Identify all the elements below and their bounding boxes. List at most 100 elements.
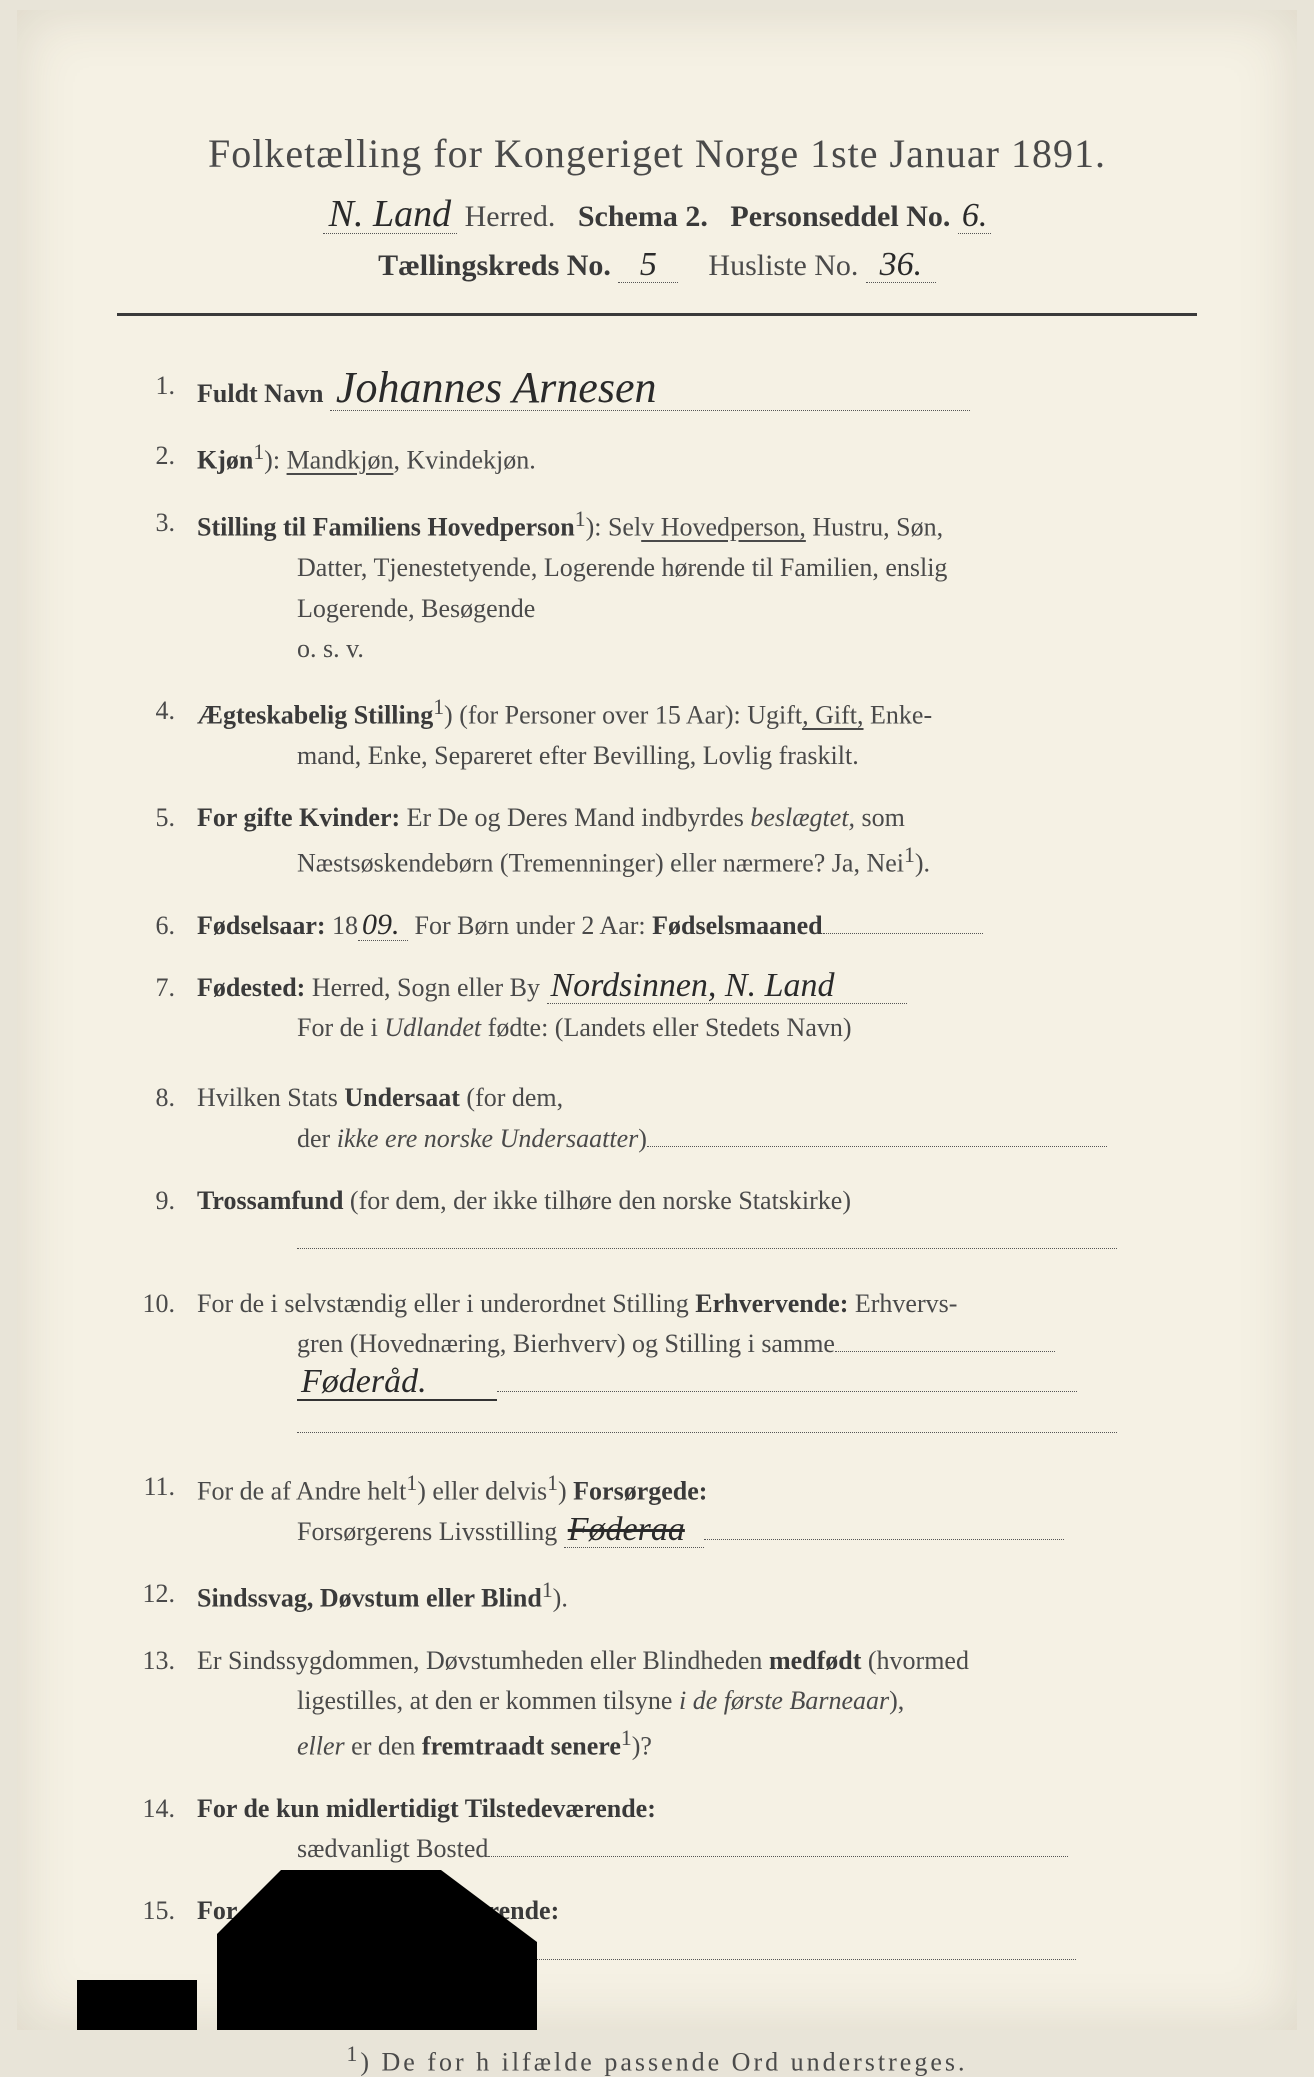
header-line-2: Tællingskreds No. 5 Husliste No. 36. (117, 248, 1197, 283)
underlined-option: v Hovedperson, (641, 513, 806, 542)
item-body: Fødested: Herred, Sogn eller By Nordsinn… (197, 968, 1197, 1049)
item-num: 3. (137, 503, 197, 669)
label: Stilling til Familiens Hovedperson (197, 513, 575, 542)
sup: 1 (575, 507, 586, 531)
name-handwritten: Johannes Arnesen (330, 366, 970, 411)
item-13: 13. Er Sindssygdommen, Døvstumheden elle… (137, 1641, 1197, 1767)
item-body: For de i selvstændig eller i underordnet… (197, 1284, 1197, 1445)
item-num: 2. (137, 436, 197, 481)
label: Fuldt Navn (197, 379, 323, 408)
form-title: Folketælling for Kongeriget Norge 1ste J… (117, 130, 1197, 177)
dotted-blank (704, 1539, 1064, 1540)
kreds-no: 5 (618, 248, 678, 283)
item-body: Sindssvag, Døvstum eller Blind1). (197, 1574, 1197, 1619)
item-body: Trossamfund (for dem, der ikke tilhøre d… (197, 1181, 1197, 1262)
item-num: 8. (137, 1078, 197, 1159)
sup: 1 (621, 1726, 632, 1750)
item-num: 13. (137, 1641, 197, 1767)
item-body: Er Sindssygdommen, Døvstumheden eller Bl… (197, 1641, 1197, 1767)
item-num: 12. (137, 1574, 197, 1619)
item-6: 6. Fødselsaar: 1809. For Børn under 2 Aa… (137, 906, 1197, 946)
item-body: Fødselsaar: 1809. For Børn under 2 Aar: … (197, 906, 1197, 946)
item-num: 5. (137, 798, 197, 883)
item-1: 1. Fuldt Navn Johannes Arnesen (137, 366, 1197, 414)
label: Sindssvag, Døvstum eller Blind (197, 1584, 542, 1613)
dotted-blank (497, 1391, 1077, 1392)
item-num: 9. (137, 1181, 197, 1262)
herred-label: Herred. (465, 200, 556, 233)
label: For gifte Kvinder: (197, 803, 400, 832)
sup: 1 (542, 1578, 553, 1602)
item-3: 3. Stilling til Familiens Hovedperson1):… (137, 503, 1197, 669)
item-2: 2. Kjøn1): Mandkjøn, Kvindekjøn. (137, 436, 1197, 481)
dotted-blank (536, 1959, 1076, 1960)
item-7: 7. Fødested: Herred, Sogn eller By Nords… (137, 968, 1197, 1049)
sup: 1 (406, 1471, 417, 1495)
label: Erhvervende: (695, 1289, 848, 1318)
item-num: 4. (137, 691, 197, 776)
item-11: 11. For de af Andre helt1) eller delvis1… (137, 1467, 1197, 1552)
label: Trossamfund (197, 1186, 343, 1215)
item-10: 10. For de i selvstændig eller i underor… (137, 1284, 1197, 1445)
underlined-option: Mandkjøn (287, 446, 394, 475)
item-4: 4. Ægteskabelig Stilling1) (for Personer… (137, 691, 1197, 776)
item-num: 10. (137, 1284, 197, 1445)
year-handwritten: 09. (358, 910, 408, 941)
item-num: 14. (137, 1789, 197, 1870)
birthplace-handwritten: Nordsinnen, N. Land (547, 969, 907, 1004)
schema-label: Schema 2. (578, 200, 708, 233)
dotted-blank (647, 1146, 1107, 1147)
item-body: Fuldt Navn Johannes Arnesen (197, 366, 1197, 414)
label: Kjøn (197, 446, 253, 475)
sup: 1 (547, 1471, 558, 1495)
sup: 1 (253, 440, 264, 464)
census-form-page: Folketælling for Kongeriget Norge 1ste J… (17, 10, 1297, 2030)
label: Fødselsaar: (197, 911, 326, 940)
herred-handwritten: N. Land (323, 195, 457, 234)
personseddel-label: Personseddel No. (730, 200, 950, 233)
item-body: Ægteskabelig Stilling1) (for Personer ov… (197, 691, 1197, 776)
item-body: Kjøn1): Mandkjøn, Kvindekjøn. (197, 436, 1197, 481)
label: For de kun midlertidigt Tilstedeværende: (197, 1794, 656, 1823)
item-12: 12. Sindssvag, Døvstum eller Blind1). (137, 1574, 1197, 1619)
footnote: 1) De for h ilfælde passende Ord underst… (117, 2042, 1197, 2077)
dotted-blank (835, 1351, 1055, 1352)
header-line-1: N. Land Herred. Schema 2. Personseddel N… (117, 195, 1197, 234)
sup: 1 (346, 2042, 360, 2066)
dotted-blank (297, 1432, 1117, 1433)
item-5: 5. For gifte Kvinder: Er De og Deres Man… (137, 798, 1197, 883)
husliste-label: Husliste No. (708, 249, 858, 282)
item-body: Stilling til Familiens Hovedperson1): Se… (197, 503, 1197, 669)
form-header: Folketælling for Kongeriget Norge 1ste J… (117, 130, 1197, 283)
kreds-label: Tællingskreds No. (378, 249, 611, 282)
label: Forsørgede: (567, 1477, 708, 1506)
item-num: 7. (137, 968, 197, 1049)
item-8: 8. Hvilken Stats Undersaat (for dem, der… (137, 1078, 1197, 1159)
husliste-no: 36. (866, 248, 936, 283)
dotted-blank (823, 933, 983, 934)
item-body: For de kun midlertidigt Tilstedeværende:… (197, 1789, 1197, 1870)
sup: 1 (433, 695, 444, 719)
torn-edge-shape-small (77, 1980, 197, 2030)
item-body: For gifte Kvinder: Er De og Deres Mand i… (197, 798, 1197, 883)
label: Fødested: (197, 973, 305, 1002)
underlined-option: , Gift, (802, 701, 863, 730)
label: Undersaat (344, 1083, 460, 1112)
divider-rule (117, 313, 1197, 316)
item-num: 15. (137, 1891, 197, 1972)
sup: 1 (904, 843, 915, 867)
item-9: 9. Trossamfund (for dem, der ikke tilhør… (137, 1181, 1197, 1262)
label: Ægteskabelig Stilling (197, 701, 433, 730)
item-num: 11. (137, 1467, 197, 1552)
provider-handwritten: Føderaa (564, 1513, 704, 1548)
occupation-handwritten: Føderåd. (297, 1365, 497, 1401)
dotted-blank (297, 1248, 1117, 1249)
item-14: 14. For de kun midlertidigt Tilstedevære… (137, 1789, 1197, 1870)
item-num: 1. (137, 366, 197, 414)
item-num: 6. (137, 906, 197, 946)
personseddel-no: 6. (958, 199, 992, 234)
form-items: 1. Fuldt Navn Johannes Arnesen 2. Kjøn1)… (117, 366, 1197, 1972)
item-body: Hvilken Stats Undersaat (for dem, der ik… (197, 1078, 1197, 1159)
dotted-blank (488, 1856, 1068, 1857)
label: medfødt (769, 1646, 861, 1675)
